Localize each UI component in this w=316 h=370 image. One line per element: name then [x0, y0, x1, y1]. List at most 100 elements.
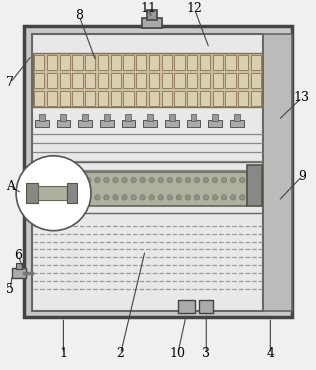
Bar	[174, 91, 185, 106]
Circle shape	[176, 178, 181, 183]
Circle shape	[76, 195, 82, 200]
Circle shape	[16, 156, 91, 231]
Bar	[16, 263, 22, 269]
Circle shape	[185, 195, 191, 200]
Bar	[251, 55, 261, 70]
Bar	[238, 73, 248, 88]
Bar	[136, 91, 146, 106]
Circle shape	[212, 178, 218, 183]
Bar	[124, 55, 134, 70]
Circle shape	[68, 195, 73, 200]
Circle shape	[104, 178, 109, 183]
Circle shape	[49, 178, 55, 183]
Circle shape	[194, 178, 200, 183]
Circle shape	[149, 195, 155, 200]
Circle shape	[86, 178, 91, 183]
Bar	[212, 114, 218, 121]
Bar	[98, 73, 108, 88]
Bar	[174, 73, 185, 88]
Circle shape	[203, 195, 209, 200]
Circle shape	[131, 178, 136, 183]
Bar	[98, 91, 108, 106]
Bar	[213, 73, 223, 88]
Bar	[111, 55, 121, 70]
Bar	[178, 300, 195, 313]
Text: 5: 5	[6, 283, 14, 296]
Text: 10: 10	[170, 347, 186, 360]
Bar	[47, 55, 57, 70]
Bar	[149, 73, 159, 88]
Text: 13: 13	[294, 91, 310, 104]
Bar	[34, 73, 44, 88]
Bar	[186, 120, 200, 127]
Bar	[57, 120, 70, 127]
Text: A: A	[6, 180, 15, 193]
Circle shape	[230, 178, 236, 183]
Bar	[143, 120, 157, 127]
Bar	[225, 73, 236, 88]
Circle shape	[167, 178, 173, 183]
Bar	[60, 114, 66, 121]
Circle shape	[221, 178, 227, 183]
Circle shape	[95, 195, 100, 200]
Bar	[191, 114, 197, 121]
Text: 11: 11	[140, 3, 156, 16]
Bar	[26, 184, 38, 203]
Bar	[47, 91, 57, 106]
Circle shape	[58, 195, 64, 200]
Bar	[136, 73, 146, 88]
Bar	[104, 114, 110, 121]
Bar	[47, 73, 57, 88]
Text: 8: 8	[75, 9, 83, 22]
Bar	[39, 114, 45, 121]
Bar	[169, 114, 175, 121]
Circle shape	[68, 178, 73, 183]
Circle shape	[230, 195, 236, 200]
Bar	[147, 114, 153, 121]
Bar	[24, 26, 292, 317]
Bar	[34, 55, 44, 70]
Circle shape	[49, 195, 55, 200]
Bar	[165, 120, 179, 127]
Circle shape	[176, 195, 181, 200]
Bar	[85, 55, 95, 70]
Circle shape	[140, 178, 145, 183]
Circle shape	[58, 178, 64, 183]
Bar	[200, 91, 210, 106]
Bar	[98, 55, 108, 70]
Bar	[111, 73, 121, 88]
Bar	[264, 34, 292, 312]
Bar	[238, 91, 248, 106]
Bar	[238, 55, 248, 70]
Circle shape	[86, 195, 91, 200]
Bar	[72, 55, 82, 70]
Bar	[142, 18, 162, 28]
Bar	[60, 91, 70, 106]
Bar	[230, 120, 244, 127]
Bar	[162, 55, 172, 70]
Text: 3: 3	[202, 347, 210, 360]
Text: 12: 12	[186, 3, 202, 16]
Circle shape	[76, 178, 82, 183]
Bar	[149, 55, 159, 70]
Bar	[125, 114, 131, 121]
Bar	[174, 55, 185, 70]
Text: 1: 1	[59, 347, 67, 360]
Bar	[149, 91, 159, 106]
Bar	[38, 186, 67, 200]
Bar	[111, 91, 121, 106]
Bar	[147, 10, 157, 20]
Bar	[67, 184, 77, 203]
Bar	[72, 73, 82, 88]
Circle shape	[122, 195, 127, 200]
Circle shape	[203, 178, 209, 183]
Bar	[122, 120, 135, 127]
Circle shape	[240, 195, 245, 200]
Bar	[162, 73, 172, 88]
Bar	[162, 91, 172, 106]
Circle shape	[158, 178, 163, 183]
Bar	[199, 300, 213, 313]
Bar	[225, 55, 236, 70]
Circle shape	[149, 178, 155, 183]
Bar	[124, 91, 134, 106]
